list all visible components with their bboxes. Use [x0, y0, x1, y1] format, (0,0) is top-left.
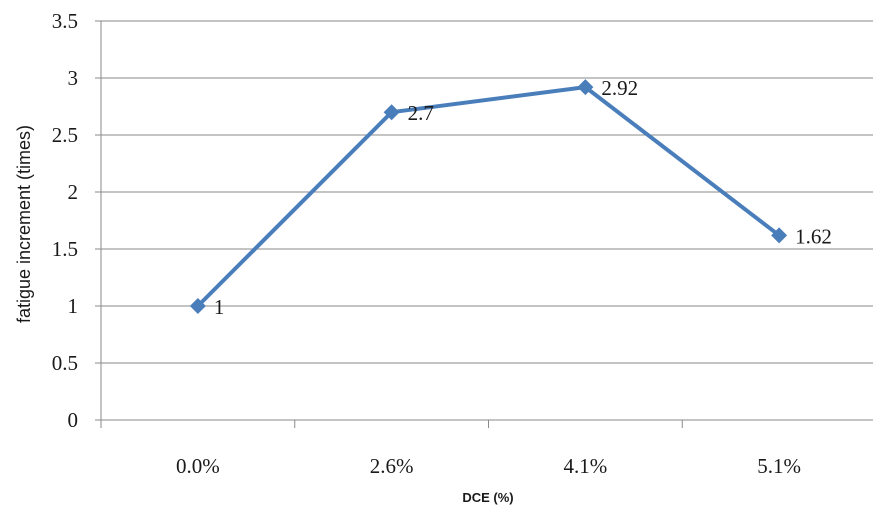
- x-tick-label: 5.1%: [757, 454, 801, 478]
- x-tick-labels: 0.0% 2.6% 4.1% 5.1%: [176, 454, 801, 478]
- series-line: [195, 85, 782, 308]
- y-tick-label: 0: [68, 408, 79, 432]
- y-tick-label: 1: [68, 294, 79, 318]
- data-point-marker: [577, 79, 594, 96]
- y-tick-label: 3: [68, 66, 79, 90]
- axes: [95, 20, 873, 428]
- x-axis-title: DCE (%): [462, 490, 513, 505]
- data-point-marker: [189, 298, 206, 314]
- data-label: 2.7: [408, 101, 434, 125]
- y-tick-labels: 0 0.5 1 1.5 2 2.5 3 3.5: [52, 9, 78, 432]
- y-tick-label: 0.5: [52, 351, 78, 375]
- data-label: 1: [214, 295, 225, 319]
- y-tick-label: 3.5: [52, 9, 78, 33]
- x-tick-label: 0.0%: [176, 454, 220, 478]
- series: [195, 85, 782, 308]
- x-tick-label: 4.1%: [564, 454, 608, 478]
- markers: [189, 79, 788, 314]
- y-axis-title: fatigue increment (times): [14, 125, 34, 323]
- gridlines: [101, 20, 873, 364]
- data-point-marker: [771, 227, 788, 244]
- data-point-marker: [383, 104, 400, 121]
- data-label: 1.62: [795, 224, 832, 248]
- x-tick-label: 2.6%: [370, 454, 414, 478]
- data-labels: 1 2.7 2.92 1.62: [214, 76, 832, 319]
- y-tick-label: 1.5: [52, 237, 78, 261]
- y-tick-label: 2: [68, 180, 79, 204]
- data-label: 2.92: [601, 76, 638, 100]
- y-tick-label: 2.5: [52, 123, 78, 147]
